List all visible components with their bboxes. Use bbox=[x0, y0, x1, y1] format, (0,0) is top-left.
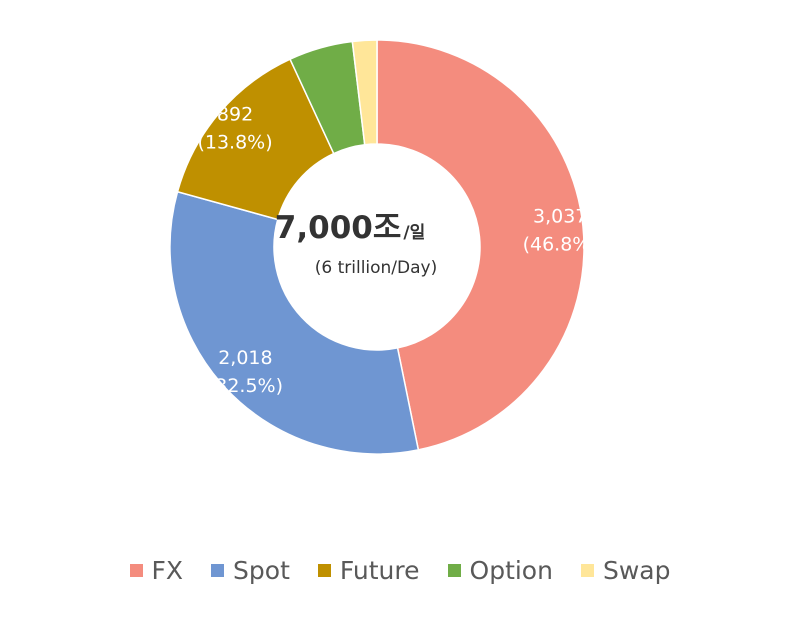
legend-swatch-spot bbox=[211, 563, 225, 577]
slice-percent-label-spot: (32.5%) bbox=[208, 375, 283, 397]
legend-swatch-future bbox=[317, 563, 331, 577]
legend-swatch-swap bbox=[580, 563, 594, 577]
center-total: 7,000조/일 bbox=[275, 210, 425, 246]
center-subtitle: (6 trillion/Day) bbox=[315, 258, 438, 278]
legend-swatch-option bbox=[447, 563, 461, 577]
legend-item-future: Future bbox=[317, 555, 420, 585]
legend-item-spot: Spot bbox=[211, 556, 290, 585]
legend-label-future: Future bbox=[339, 555, 420, 585]
legend-label-spot: Spot bbox=[233, 555, 290, 585]
legend-swatch-fx bbox=[129, 563, 143, 577]
donut-chart: 3,037 (46.8%) 2,018 (32.5%) 892 (13.8%) 7,000… bbox=[169, 39, 598, 455]
center-total-unit: /일 bbox=[403, 223, 425, 243]
legend-item-fx: FX bbox=[129, 555, 184, 585]
legend-label-swap: Swap bbox=[602, 555, 671, 585]
slice-value-label-fx: 3,037 bbox=[533, 206, 587, 228]
slice-percent-label-fx: (46.8%) bbox=[523, 234, 598, 256]
legend: FX Spot Future Option Swap bbox=[0, 550, 800, 590]
legend-item-option: Option bbox=[447, 555, 553, 585]
legend-label-fx: FX bbox=[151, 555, 184, 585]
legend-label-option: Option bbox=[469, 555, 553, 585]
center-total-value: 7,000조 bbox=[275, 210, 402, 246]
slice-swap bbox=[351, 39, 378, 146]
slice-value-label-future: 892 bbox=[217, 104, 253, 126]
slice-percent-label-future: (13.8%) bbox=[197, 132, 272, 154]
slice-spot bbox=[169, 190, 420, 455]
legend-item-swap: Swap bbox=[580, 555, 671, 585]
slice-value-label-spot: 2,018 bbox=[218, 347, 272, 369]
slice-fx bbox=[376, 39, 585, 451]
